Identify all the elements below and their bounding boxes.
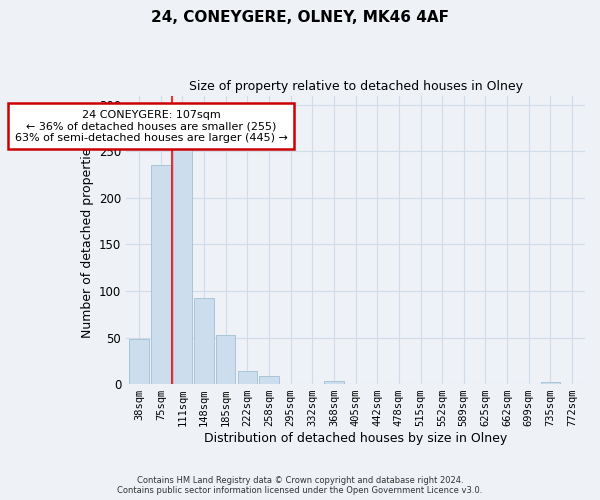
Title: Size of property relative to detached houses in Olney: Size of property relative to detached ho…	[188, 80, 523, 93]
Text: 24 CONEYGERE: 107sqm
← 36% of detached houses are smaller (255)
63% of semi-deta: 24 CONEYGERE: 107sqm ← 36% of detached h…	[14, 110, 287, 142]
Bar	[130, 340, 149, 384]
Bar	[324, 382, 344, 384]
Bar	[216, 335, 235, 384]
Bar	[238, 371, 257, 384]
Bar	[173, 148, 192, 384]
Text: 24, CONEYGERE, OLNEY, MK46 4AF: 24, CONEYGERE, OLNEY, MK46 4AF	[151, 10, 449, 25]
X-axis label: Distribution of detached houses by size in Olney: Distribution of detached houses by size …	[204, 432, 507, 445]
Bar	[194, 298, 214, 384]
Y-axis label: Number of detached properties: Number of detached properties	[80, 142, 94, 338]
Bar	[259, 376, 279, 384]
Text: Contains HM Land Registry data © Crown copyright and database right 2024.
Contai: Contains HM Land Registry data © Crown c…	[118, 476, 482, 495]
Bar	[541, 382, 560, 384]
Bar	[151, 166, 170, 384]
